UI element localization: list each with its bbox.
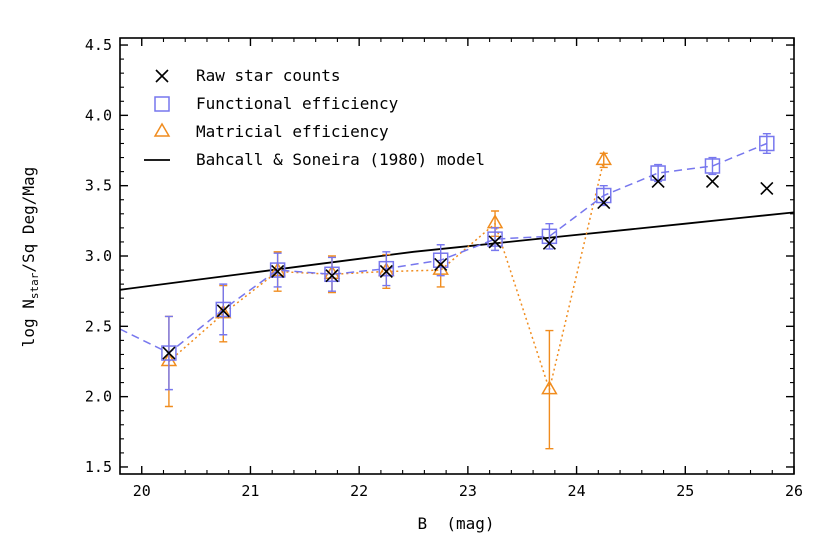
legend-item: Matricial efficiency	[153, 122, 389, 141]
x-tick-label: 21	[241, 482, 259, 500]
data-point	[215, 301, 232, 318]
series-raw-star-counts	[162, 174, 774, 360]
legend-label: Raw star counts	[196, 66, 341, 85]
x-tick-label: 24	[568, 482, 586, 500]
plot-marks	[120, 132, 794, 450]
data-point	[161, 345, 177, 361]
error-bar	[382, 251, 391, 287]
data-point	[379, 264, 393, 279]
error-bar	[545, 222, 554, 250]
data-point	[541, 380, 558, 395]
y-tick-label: 3.5	[85, 177, 112, 195]
data-point	[759, 135, 775, 152]
legend-label: Matricial efficiency	[196, 122, 389, 141]
series-matricial-efficiency	[160, 150, 613, 450]
legend-item: Raw star counts	[155, 66, 341, 85]
legend-swatch	[154, 96, 170, 112]
legend: Raw star counts Functional efficiency Matr…	[144, 66, 485, 169]
axis-ticks: 20 21 22 23 24 25 26 1.5 2.0 2.5 3.0 3.5 4.0 4.5	[85, 36, 803, 500]
error-bar	[599, 152, 608, 169]
y-tick-label: 2.0	[85, 388, 112, 406]
series-line	[120, 211, 794, 291]
legend-item: Functional efficiency	[154, 94, 399, 113]
error-bar	[708, 156, 717, 176]
x-tick-label: 20	[133, 482, 151, 500]
x-tick-label: 23	[459, 482, 477, 500]
legend-label: Functional efficiency	[196, 94, 399, 113]
data-point	[704, 158, 721, 174]
error-bar	[219, 283, 228, 336]
data-point	[271, 264, 285, 279]
data-point	[432, 252, 449, 268]
y-axis-title-tail: /Sq Deg/Mag	[19, 167, 38, 273]
y-axis-title-subscript: star	[28, 272, 41, 299]
data-point	[434, 257, 448, 272]
x-tick-label: 25	[676, 482, 694, 500]
y-tick-label: 3.0	[85, 247, 112, 265]
legend-item: Bahcall & Soneira (1980) model	[144, 150, 485, 169]
x-tick-label: 22	[350, 482, 368, 500]
error-bar	[273, 252, 282, 288]
x-axis-title: B (mag)	[417, 514, 494, 533]
y-axis-title: log Nstar/Sq Deg/Mag	[19, 167, 41, 348]
data-point	[597, 195, 611, 210]
error-bar	[436, 244, 445, 277]
y-tick-label: 2.5	[85, 317, 112, 335]
data-point	[542, 236, 556, 250]
data-point	[378, 260, 395, 277]
data-point	[324, 266, 340, 283]
series-functional-efficiency	[120, 132, 775, 391]
data-point	[650, 165, 666, 181]
error-bar	[327, 256, 336, 292]
error-bar	[545, 329, 554, 450]
y-tick-label: 1.5	[85, 458, 112, 476]
y-axis-title-main: log N	[19, 299, 38, 347]
data-point	[162, 346, 176, 360]
data-point	[651, 174, 665, 189]
data-point	[595, 150, 613, 166]
data-point	[216, 304, 230, 318]
data-point	[325, 269, 339, 283]
legend-swatch	[155, 69, 169, 83]
y-tick-label: 4.5	[85, 36, 112, 54]
data-point	[705, 174, 720, 189]
x-tick-label: 26	[785, 482, 803, 500]
data-point	[488, 235, 502, 249]
y-tick-label: 4.0	[85, 106, 112, 124]
legend-swatch	[153, 122, 171, 137]
series-bahcall-soneira-1980-model	[120, 211, 794, 291]
data-point	[760, 181, 774, 196]
legend-label: Bahcall & Soneira (1980) model	[196, 150, 485, 169]
plot-area	[120, 132, 794, 450]
data-point	[269, 262, 286, 278]
data-point	[487, 231, 503, 247]
